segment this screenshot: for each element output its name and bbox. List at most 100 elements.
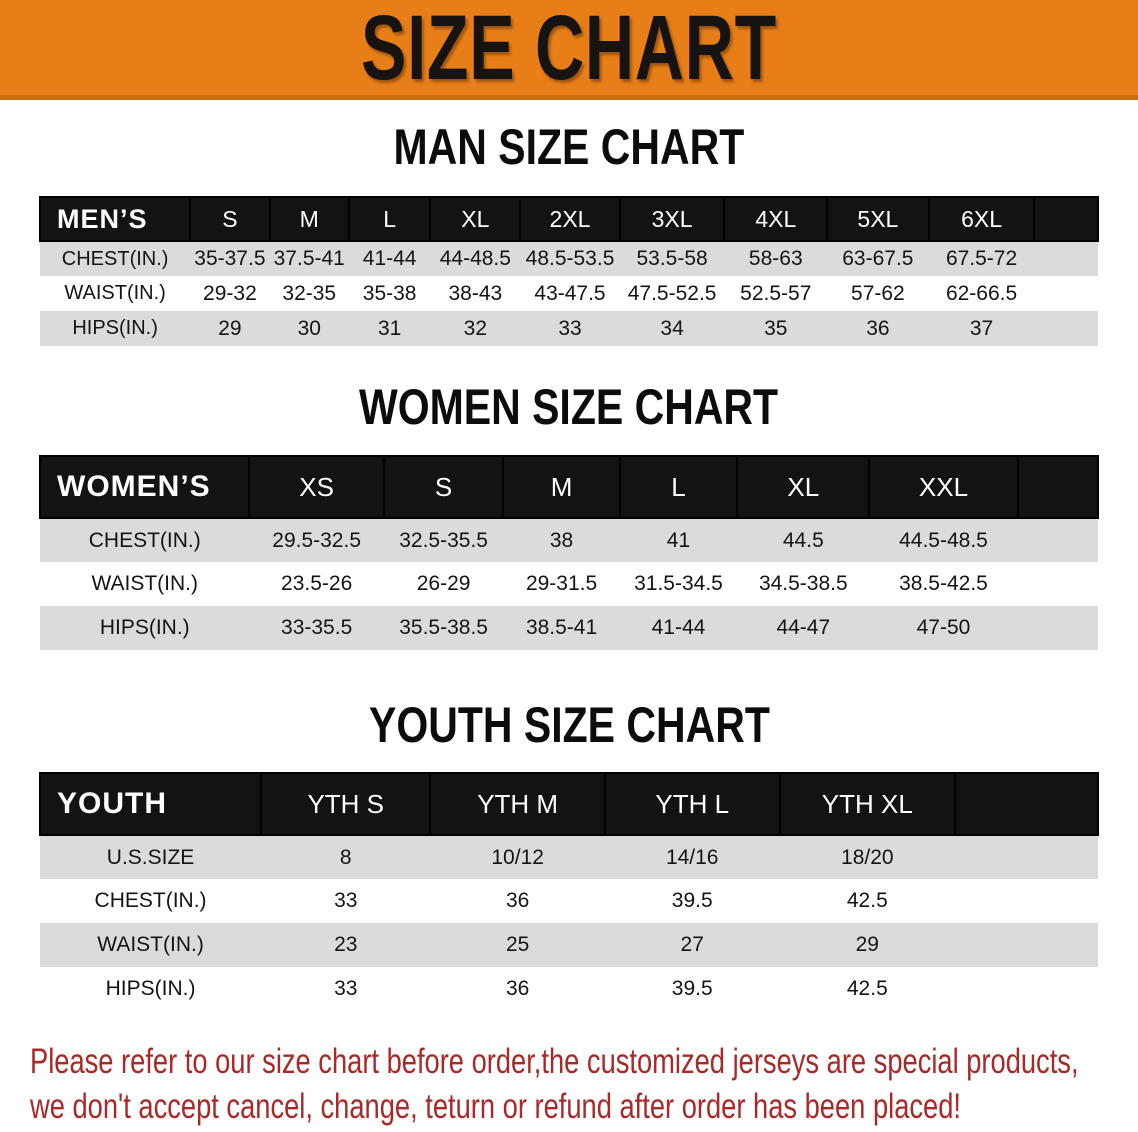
row-label: CHEST(IN.): [61, 247, 169, 270]
table-row: HIPS(IN.) 33-35.5 35.5-38.5 38.5-41 41-44 44-…: [40, 606, 1098, 650]
table-title-cell: WOMEN’S: [38, 455, 251, 519]
measurement-value: 35.5-38.5: [399, 616, 488, 639]
measurement-value: 38: [549, 528, 574, 552]
size-column-header: XL: [736, 455, 871, 519]
size-column-header: M: [502, 455, 621, 519]
table-header-row: MEN’S S M L XL 2XL 3XL 4XL 5XL 6XL: [38, 196, 1099, 242]
order-disclaimer: Please refer to our size chart before or…: [30, 1039, 1138, 1129]
measurement-value: 62-66.5: [945, 281, 1018, 305]
men-section-title: MAN SIZE CHART: [0, 122, 1138, 172]
measurement-value: 31: [377, 316, 402, 340]
row-filler-cell: [955, 967, 1098, 1011]
size-column-header: 4XL: [723, 196, 829, 242]
measurement-value: 41: [666, 528, 691, 552]
measurement-value: 32: [463, 316, 488, 340]
measurement-value: 39.5: [671, 889, 713, 912]
size-column-header: S: [382, 455, 505, 519]
row-filler-cell: [1034, 276, 1098, 311]
measurement-value: 30: [297, 316, 321, 340]
measurement-value: 33: [334, 889, 358, 912]
measurement-value: 38.5-42.5: [899, 572, 988, 595]
row-label: WAIST(IN.): [97, 933, 204, 956]
disclaimer-line-2: we don't accept cancel, change, teturn o…: [30, 1087, 961, 1127]
measurement-value: 36: [505, 977, 530, 1000]
measurement-value: 37.5-41: [273, 247, 345, 270]
row-label: HIPS(IN.): [105, 977, 196, 1000]
table-row: CHEST(IN.) 33 36 39.5 42.5: [40, 879, 1098, 923]
table-row: CHEST(IN.) 35-37.5 37.5-41 41-44 44-48.5 48.5…: [40, 241, 1098, 276]
table-row: CHEST(IN.) 29.5-32.5 32.5-35.5 38 41 44.5 44.5…: [40, 518, 1098, 562]
table-row: HIPS(IN.) 29 30 31 32 33 34 35 36 37: [40, 311, 1098, 346]
row-label: CHEST(IN.): [88, 528, 201, 552]
row-filler-cell: [1018, 606, 1098, 650]
measurement-value: 32-35: [282, 281, 337, 305]
measurement-value: 47.5-52.5: [627, 281, 717, 305]
measurement-value: 14/16: [665, 845, 719, 869]
table-title-cell: MEN’S: [38, 196, 192, 242]
youth-section-title-text: YOUTH SIZE CHART: [368, 697, 770, 753]
measurement-value: 39.5: [671, 977, 713, 1000]
measurement-value: 23.5-26: [281, 572, 353, 595]
size-column-header: YTH S: [260, 772, 432, 836]
measurement-value: 38-43: [448, 281, 503, 305]
measurement-value: 18/20: [841, 845, 894, 869]
measurement-value: 42.5: [846, 889, 888, 912]
measurement-value: 10/12: [491, 845, 544, 869]
header-filler-cell: [1033, 196, 1099, 242]
measurement-value: 34.5-38.5: [758, 572, 848, 595]
measurement-value: 41-44: [362, 247, 417, 270]
measurement-value: 41-44: [651, 616, 706, 639]
row-label: WAIST(IN.): [91, 572, 198, 595]
size-column-header: 2XL: [519, 196, 621, 242]
table-title-cell: YOUTH: [38, 772, 263, 836]
row-filler-cell: [1034, 311, 1098, 346]
measurement-value: 32.5-35.5: [399, 528, 488, 552]
table-header-row: WOMEN’S XS S M L XL XXL: [38, 455, 1100, 519]
row-label: HIPS(IN.): [99, 616, 190, 639]
size-chart-banner: SIZE CHART: [0, 0, 1138, 100]
disclaimer-line-1: Please refer to our size chart before or…: [30, 1042, 1079, 1081]
measurement-value: 44.5-48.5: [899, 528, 988, 552]
row-label: U.S.SIZE: [106, 845, 195, 869]
men-section-title-text: MAN SIZE CHART: [393, 119, 745, 175]
size-column-header: XXL: [868, 455, 1019, 519]
measurement-value: 44-48.5: [439, 247, 511, 270]
measurement-value: 57-62: [851, 281, 905, 305]
measurement-value: 36: [866, 316, 890, 340]
row-filler-cell: [955, 879, 1098, 923]
measurement-value: 47-50: [916, 616, 971, 639]
row-filler-cell: [1018, 562, 1098, 606]
men-size-table: MEN’S S M L XL 2XL 3XL 4XL 5XL 6XL CHEST(IN.) 35-37…: [38, 196, 1099, 346]
women-section-title-text: WOMEN SIZE CHART: [359, 379, 779, 435]
measurement-value: 44.5: [782, 528, 824, 552]
measurement-value: 27: [680, 933, 704, 956]
measurement-value: 36: [505, 889, 530, 912]
women-size-table: WOMEN’S XS S M L XL XXL CHEST(IN.) 29.5-32.5 32.5…: [38, 455, 1100, 650]
measurement-value: 35-38: [362, 281, 417, 305]
women-section-title: WOMEN SIZE CHART: [0, 382, 1138, 432]
size-column-header: M: [268, 196, 350, 242]
row-filler-cell: [1018, 518, 1098, 562]
size-column-header: L: [347, 196, 432, 242]
size-column-header: XS: [248, 455, 385, 519]
measurement-value: 35-37.5: [194, 247, 266, 270]
measurement-value: 33-35.5: [281, 616, 353, 639]
youth-size-table: YOUTH YTH S YTH M YTH L YTH XL U.S.SIZE 8 10/12…: [38, 772, 1099, 1011]
row-label: WAIST(IN.): [64, 282, 166, 304]
size-column-header: L: [618, 455, 739, 519]
measurement-value: 44-47: [776, 616, 831, 639]
size-column-header: 5XL: [826, 196, 930, 242]
row-filler-cell: [955, 835, 1098, 879]
measurement-value: 25: [505, 933, 530, 956]
size-column-header: YTH XL: [778, 772, 957, 836]
measurement-value: 8: [339, 845, 352, 869]
measurement-value: 34: [660, 316, 684, 340]
header-filler-cell: [954, 772, 1099, 836]
measurement-value: 29: [855, 933, 879, 956]
table-row: WAIST(IN.) 23 25 27 29: [40, 923, 1098, 967]
measurement-value: 26-29: [416, 572, 471, 595]
table-row: WAIST(IN.) 23.5-26 26-29 29-31.5 31.5-34.5 34…: [40, 562, 1098, 606]
row-label: CHEST(IN.): [94, 889, 207, 912]
measurement-value: 38.5-41: [525, 616, 598, 639]
header-filler-cell: [1016, 455, 1100, 519]
